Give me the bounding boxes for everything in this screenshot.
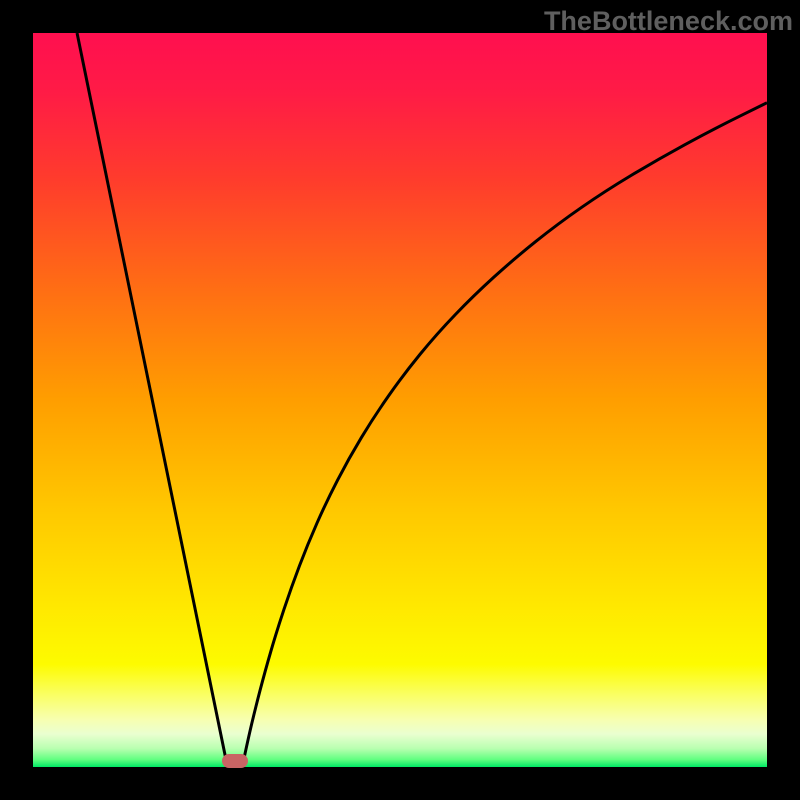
bottleneck-marker [222, 754, 248, 768]
curve-layer [33, 33, 767, 767]
watermark-text: TheBottleneck.com [544, 6, 793, 37]
curve-left-segment [77, 33, 227, 767]
plot-area [33, 33, 767, 767]
curve-right-segment [242, 103, 767, 767]
chart-container: TheBottleneck.com [0, 0, 800, 800]
